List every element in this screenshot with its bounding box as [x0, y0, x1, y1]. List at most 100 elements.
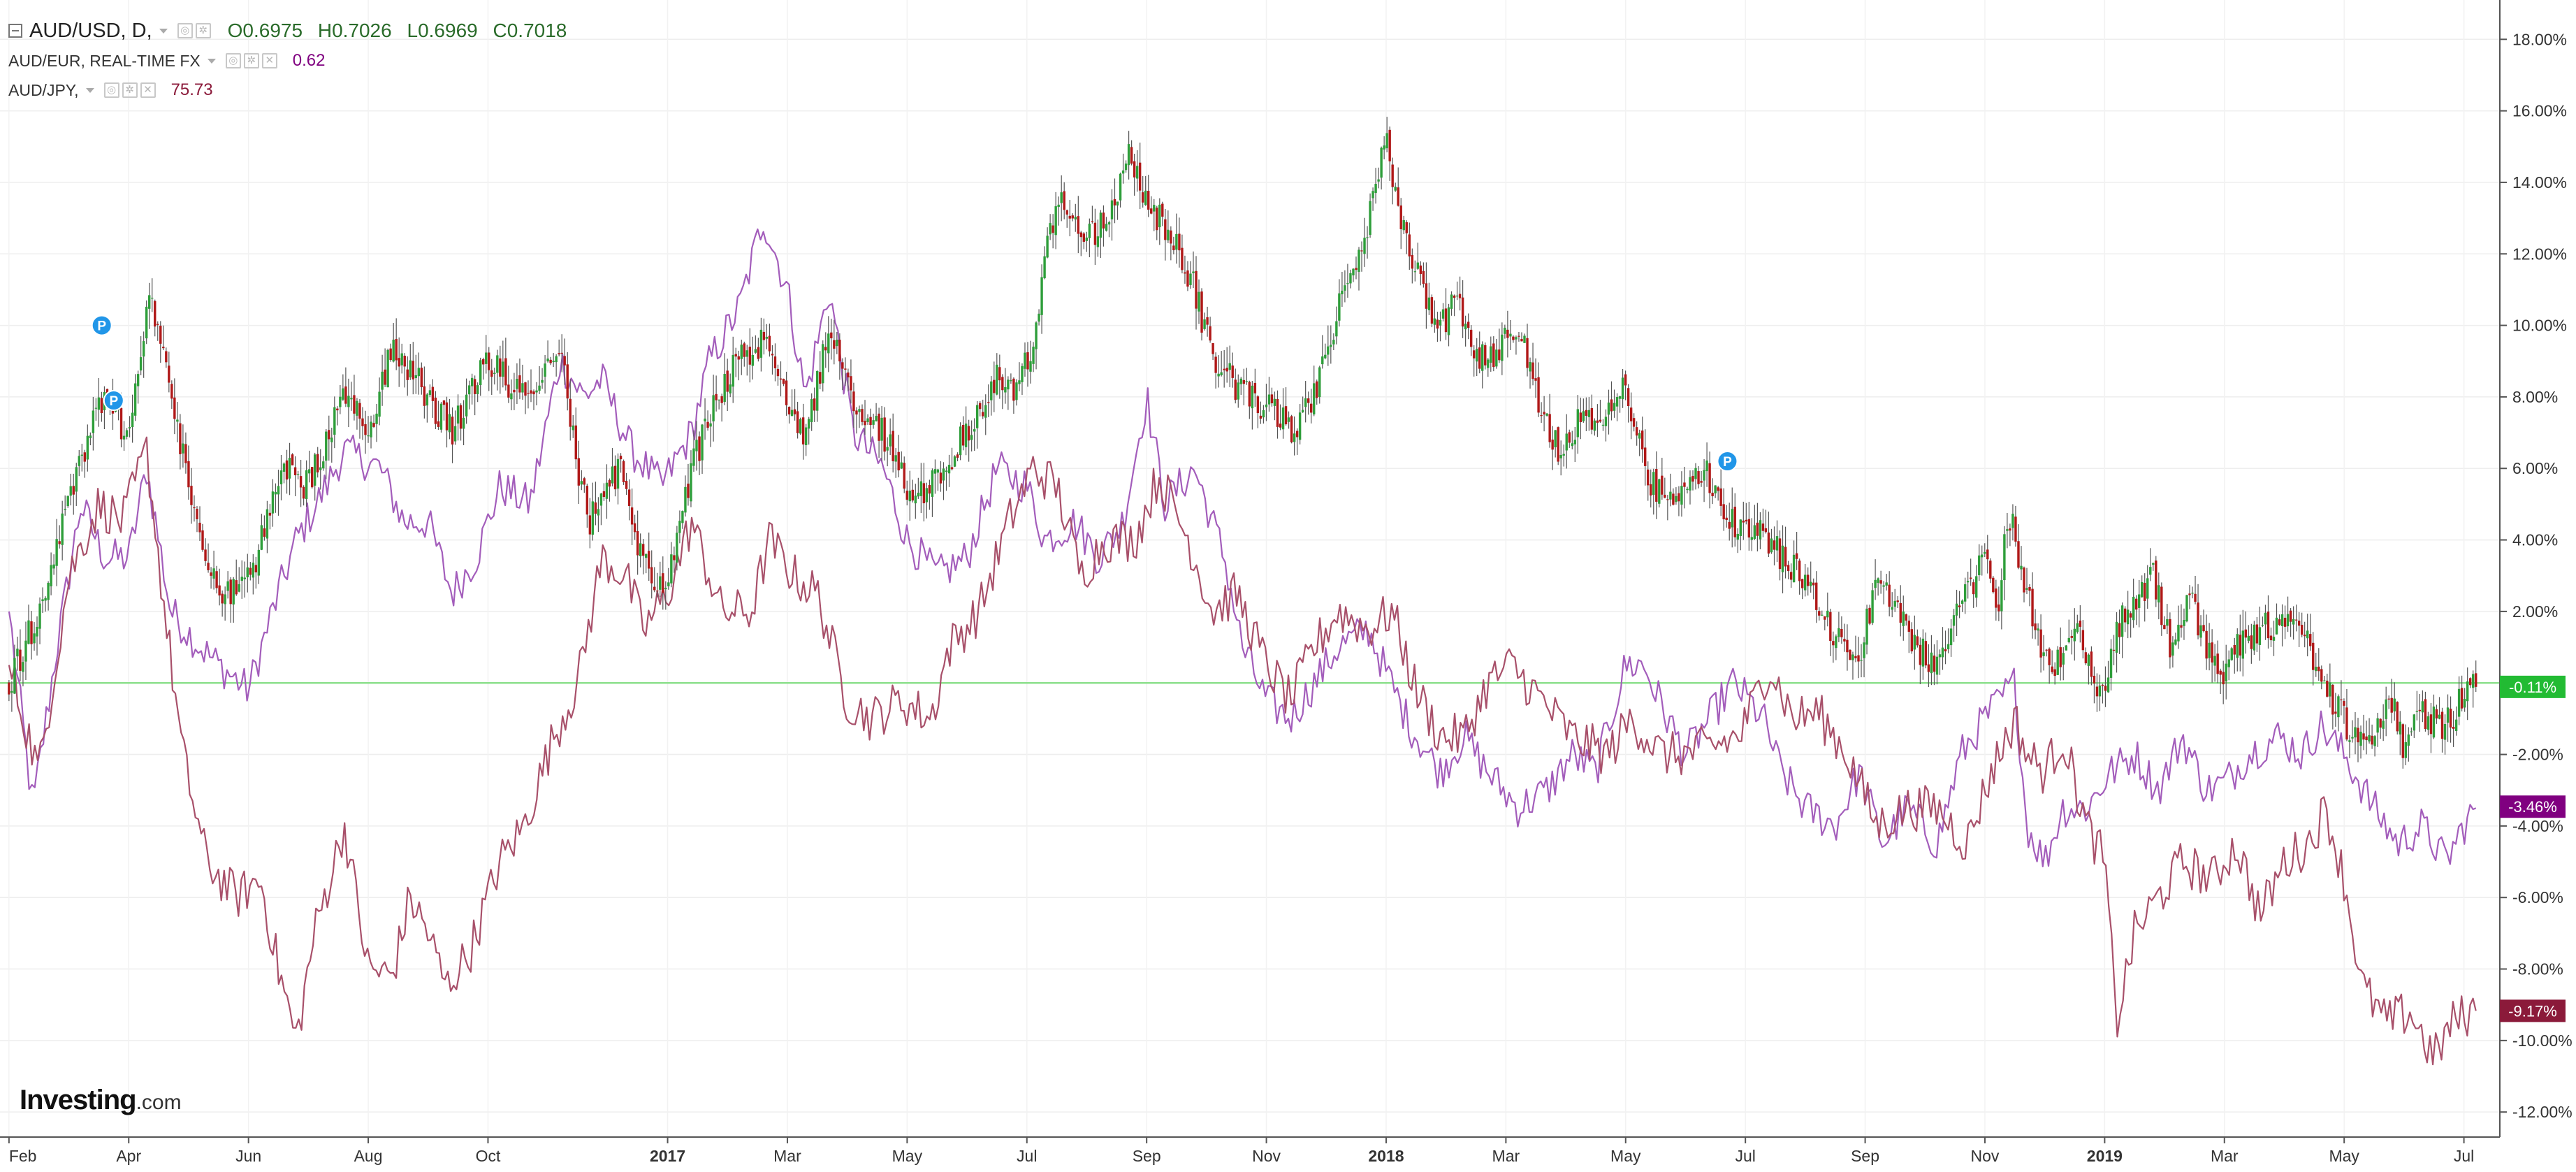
event-marker[interactable]: P [103, 390, 124, 412]
candle [50, 552, 52, 595]
collapse-legend-button[interactable] [8, 24, 22, 38]
candle [2155, 556, 2157, 607]
candle [1868, 605, 1871, 625]
candle [558, 339, 560, 356]
series-label[interactable]: AUD/EUR, REAL-TIME FX [8, 51, 201, 70]
candle [1439, 311, 1442, 342]
candle-body [1998, 604, 2000, 612]
event-marker-circle[interactable] [1717, 451, 1738, 472]
candle-body [2326, 680, 2329, 697]
candle-body [296, 474, 300, 475]
candle [1551, 426, 1554, 470]
candle-body [1846, 639, 1849, 653]
candle [785, 371, 788, 416]
gear-icon[interactable]: ✲ [243, 53, 259, 68]
candle-body [1745, 519, 1748, 522]
eye-icon[interactable]: ◎ [225, 53, 241, 68]
candle [1750, 518, 1754, 551]
candle-body [2351, 737, 2354, 739]
eye-icon[interactable]: ◎ [177, 23, 193, 38]
candle-body [1130, 147, 1133, 164]
candle [732, 336, 734, 403]
candle-body [2216, 653, 2219, 674]
candle-body [1153, 205, 1156, 212]
candle-body [897, 451, 900, 471]
candle [1287, 411, 1290, 429]
candle [2399, 711, 2401, 755]
candle [201, 523, 204, 552]
candle-body [392, 340, 395, 362]
candle [1969, 558, 1972, 586]
candle-body [423, 386, 426, 406]
candle-body [2382, 721, 2385, 729]
candle [285, 449, 289, 494]
candle-body [1383, 145, 1385, 150]
series-label[interactable]: AUD/JPY, [8, 80, 79, 99]
candle [1691, 470, 1694, 491]
close-icon[interactable]: ✕ [140, 82, 156, 98]
candle-body [939, 472, 943, 484]
candle [1385, 117, 1388, 152]
event-marker-label: P [97, 319, 106, 334]
event-marker[interactable]: P [1717, 451, 1738, 472]
last-value-box [2500, 999, 2566, 1022]
candle-body [55, 539, 58, 566]
event-marker-circle[interactable] [103, 390, 124, 412]
candle [378, 377, 381, 426]
candle [1992, 576, 1995, 594]
candle [1242, 368, 1245, 405]
candle-body [342, 388, 344, 400]
candle-body [1344, 285, 1346, 291]
candle-body [516, 379, 518, 389]
candle [1038, 309, 1040, 326]
chevron-down-icon[interactable] [207, 58, 216, 64]
candle-body [690, 463, 692, 502]
candle [1838, 612, 1840, 642]
candle [861, 404, 864, 426]
candle-body [268, 512, 272, 516]
candle [737, 350, 740, 381]
candle [987, 384, 990, 417]
gear-icon[interactable]: ✲ [122, 82, 138, 98]
candle-body [2393, 698, 2396, 711]
event-markers[interactable]: P P P [91, 314, 1738, 472]
candle-body [1725, 517, 1728, 521]
candle-body [1276, 399, 1279, 427]
candle-body [1063, 191, 1065, 210]
eye-icon[interactable]: ◎ [103, 82, 119, 98]
candle [2323, 676, 2326, 682]
candle-body [1992, 577, 1995, 593]
candle [572, 414, 574, 438]
candle-body [1565, 433, 1568, 451]
event-marker-circle[interactable] [91, 314, 112, 336]
candle [122, 421, 126, 451]
gear-icon[interactable]: ✲ [195, 23, 211, 38]
candle-body [1824, 616, 1826, 620]
candle-body [122, 435, 126, 440]
candle-body [1144, 190, 1147, 205]
candle [695, 421, 698, 471]
candle-body [1888, 584, 1891, 607]
candle-body [2095, 686, 2099, 697]
candle [428, 384, 432, 398]
close-icon[interactable]: ✕ [261, 53, 277, 68]
candle-body [78, 456, 80, 466]
event-marker[interactable]: P [91, 314, 112, 336]
candle-body [210, 572, 212, 576]
candle-body [2440, 711, 2444, 739]
candle [2269, 627, 2273, 647]
candle-body [1818, 611, 1821, 616]
chevron-down-icon[interactable] [85, 87, 94, 93]
main-symbol-label[interactable]: AUD/USD, D, [29, 19, 152, 42]
candle-body [538, 385, 541, 391]
candle-body [94, 407, 98, 409]
candle [527, 380, 530, 409]
candle [1018, 362, 1021, 391]
candle [190, 468, 193, 524]
candle-body [2045, 649, 2048, 651]
candle [1234, 368, 1237, 404]
candle-body [336, 408, 339, 411]
chevron-down-icon[interactable] [159, 28, 168, 34]
